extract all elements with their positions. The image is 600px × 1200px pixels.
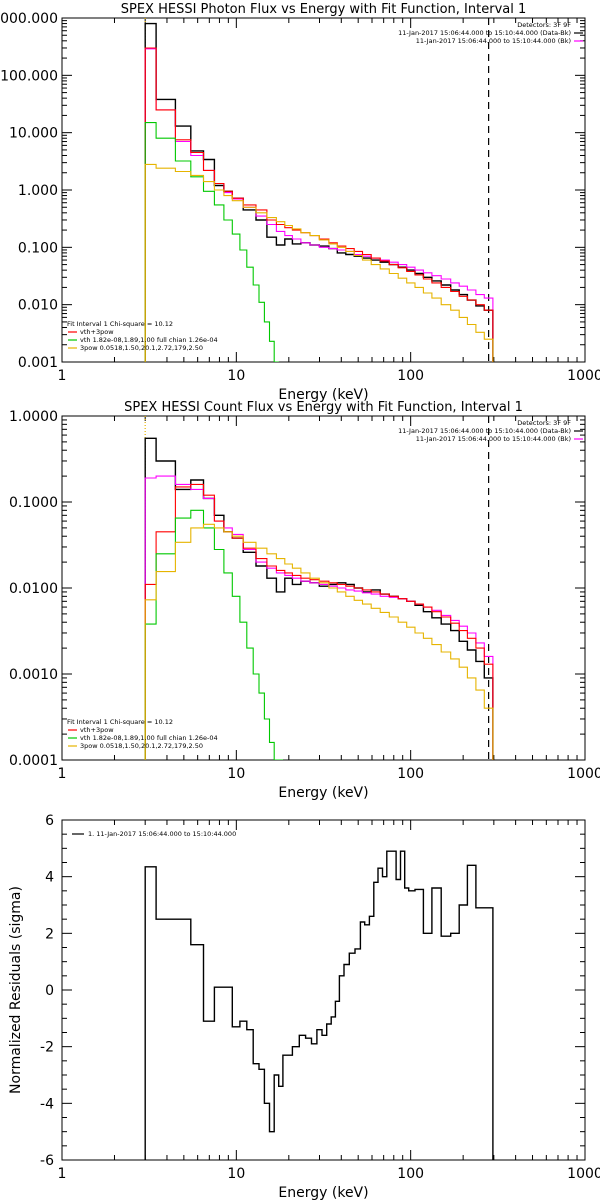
chart-1: SPEX HESSI Photon Flux vs Energy with Fi… [0, 2, 600, 403]
y-tick-label: -2 [40, 1040, 54, 1056]
plot-area [144, 850, 494, 1160]
legend-entry: Detectors: 3F 9F [517, 419, 571, 427]
x-tick-label: 100 [397, 766, 424, 782]
plot-area [144, 416, 494, 760]
legend-entry: 3pow 0.0518,1.50,20.1,2.72,179,2.50 [80, 344, 203, 352]
y-tick-label: 0.001 [18, 355, 58, 371]
x-axis-label: Energy (keV) [278, 1185, 368, 1200]
series-line [144, 22, 494, 362]
x-tick-label: 1 [58, 368, 67, 384]
x-axis-label: Energy (keV) [278, 785, 368, 801]
y-tick-label: 1.000 [18, 183, 58, 199]
x-tick-label: 1 [58, 1166, 67, 1182]
series-line [144, 483, 494, 760]
y-tick-label: 4 [45, 870, 54, 886]
legend-entry: vth 1.82e-08,1.89,1.00 full chian 1.26e-… [80, 734, 218, 742]
y-tick-label: 2 [45, 926, 54, 942]
series-line [144, 47, 494, 362]
y-tick-label: 100.000 [0, 68, 58, 84]
y-tick-label: 0.010 [18, 298, 58, 314]
x-tick-label: 1000 [567, 766, 600, 782]
legend-entry: 11-Jan-2017 15:06:44.000 to 15:10:44.000… [416, 37, 571, 45]
series-line [144, 437, 494, 760]
series-line [144, 509, 283, 760]
legend-entry: vth+3pow [80, 726, 114, 734]
y-tick-label: 0.0010 [9, 667, 58, 683]
y-tick-label: 0.1000 [9, 495, 58, 511]
plot-frame [61, 819, 586, 1161]
y-axis-label: Normalized Residuals (sigma) [8, 886, 24, 1094]
chart-title: SPEX HESSI Photon Flux vs Energy with Fi… [121, 2, 527, 17]
chart-2: SPEX HESSI Count Flux vs Energy with Fit… [9, 400, 600, 801]
x-tick-label: 100 [397, 368, 424, 384]
y-tick-label: 0.0001 [9, 753, 58, 769]
legend-entry: vth+3pow [80, 328, 114, 336]
series-line [144, 48, 494, 362]
plot-frame [61, 415, 586, 761]
x-axis-label: Energy (keV) [278, 387, 368, 403]
series-line [144, 523, 494, 760]
plot-frame [61, 17, 586, 363]
legend-entry: Fit Interval 1 Chi-square = 10.12 [67, 320, 173, 328]
x-tick-label: 1 [58, 766, 67, 782]
y-tick-label: -6 [40, 1153, 54, 1169]
y-tick-label: 1.0000 [9, 409, 58, 425]
chart-3: 1 10 100 1000 -6 -4 -2 0 2 4 6 Energy (keV) Normaliz… [8, 813, 600, 1200]
x-tick-label: 100 [397, 1166, 424, 1182]
x-tick-label: 10 [227, 766, 245, 782]
chart-title: SPEX HESSI Count Flux vs Energy with Fit… [124, 400, 523, 415]
plot-area [144, 18, 494, 362]
y-tick-label: 0.0100 [9, 581, 58, 597]
x-tick-label: 10 [227, 368, 245, 384]
legend-entry: vth 1.82e-08,1.89,1.00 full chian 1.26e-… [80, 336, 218, 344]
legend-entry: 11-Jan-2017 15:06:44.000 to 15:10:44.000… [398, 29, 571, 37]
legend-entry: 3pow 0.0518,1.50,20.1,2.72,179,2.50 [80, 742, 203, 750]
legend-entry: 1. 11-Jan-2017 15:06:44.000 to 15:10:44.… [88, 830, 236, 838]
x-tick-label: 10 [227, 1166, 245, 1182]
series-line [144, 122, 279, 362]
y-tick-label: 0 [45, 983, 54, 999]
y-tick-label: 1000.000 [0, 11, 58, 27]
legend-entry: Fit Interval 1 Chi-square = 10.12 [67, 718, 173, 726]
series-line [144, 850, 494, 1160]
legend-entry: Detectors: 3F 9F [517, 21, 571, 29]
y-tick-label: 6 [45, 813, 54, 829]
y-tick-label: -4 [40, 1096, 54, 1112]
x-tick-label: 1000 [567, 1166, 600, 1182]
y-tick-label: 10.000 [9, 126, 58, 142]
legend-entry: 11-Jan-2017 15:06:44.000 to 15:10:44.000… [416, 435, 571, 443]
x-tick-label: 1000 [567, 368, 600, 384]
legend-entry: 11-Jan-2017 15:06:44.000 to 15:10:44.000… [398, 427, 571, 435]
y-tick-label: 0.100 [18, 240, 58, 256]
series-line [144, 163, 494, 362]
